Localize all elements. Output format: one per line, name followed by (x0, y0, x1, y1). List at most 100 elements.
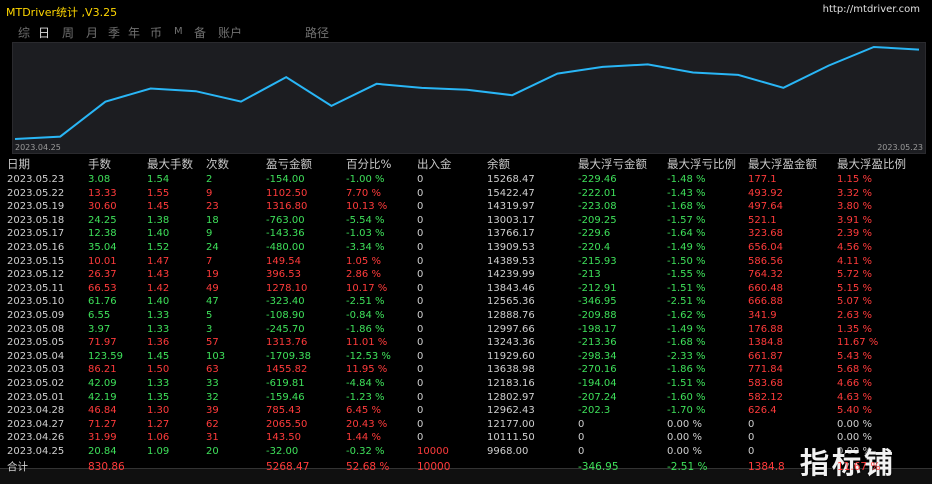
table-cell: 1.09 (147, 446, 170, 457)
x-axis-end-label: 2023.05.23 (877, 143, 923, 152)
table-cell: 2023.05.09 (7, 310, 65, 321)
table-cell: -1.00 % (346, 174, 385, 185)
table-cell: 0 (417, 296, 424, 308)
table-cell: 396.53 (266, 269, 301, 281)
table-row: 2023.05.17 12.38 1.40 9 -143.36 -1.03 % 0 13766… (0, 227, 932, 240)
table-cell: -4.84 % (346, 378, 385, 389)
tab-6[interactable]: 币 (150, 26, 163, 40)
table-cell: 1.35 % (837, 323, 872, 335)
column-header[interactable]: 最大浮盈金额 (748, 157, 817, 171)
column-header[interactable]: 次数 (206, 157, 229, 171)
table-cell: 63 (206, 364, 219, 376)
table-cell: 626.4 (748, 405, 777, 417)
table-cell: 13243.36 (487, 337, 535, 349)
table-cell: -298.34 (578, 350, 617, 362)
table-cell: 1.30 (147, 405, 170, 417)
table-cell: -12.53 % (346, 350, 391, 362)
table-cell: -1.23 % (346, 391, 385, 403)
tab-2[interactable]: 周 (62, 26, 75, 40)
table-cell: 2.39 % (837, 228, 872, 240)
table-cell: 18 (206, 214, 219, 226)
table-cell: 2065.50 (266, 418, 308, 430)
table-cell: -245.70 (266, 323, 305, 335)
column-header[interactable]: 最大浮亏金额 (578, 157, 647, 171)
summary-cell: 10000 (417, 460, 451, 473)
tab-9[interactable]: 账户 (218, 26, 243, 40)
table-cell: -2.33 % (667, 350, 706, 362)
table-cell: 2023.05.23 (7, 174, 65, 185)
table-cell: 14389.53 (487, 255, 535, 267)
tab-7[interactable]: M (174, 26, 183, 37)
table-cell: 12183.16 (487, 378, 535, 389)
table-cell: 2023.04.26 (7, 432, 65, 444)
table-cell: 0 (417, 228, 424, 240)
tab-3[interactable]: 月 (86, 26, 99, 40)
table-cell: 23 (206, 201, 219, 213)
column-header[interactable]: 出入金 (417, 157, 452, 171)
table-cell: -213 (578, 269, 601, 281)
table-cell: 1.33 (147, 378, 170, 389)
column-header[interactable]: 百分比% (346, 157, 392, 171)
summary-cell: 52.68 % (346, 460, 390, 473)
column-header[interactable]: 手数 (88, 157, 111, 171)
table-cell: 1.36 (147, 337, 170, 349)
table-cell: 12802.97 (487, 391, 535, 403)
column-header[interactable]: 最大浮盈比例 (837, 157, 906, 171)
table-cell: 1.44 % (346, 432, 381, 444)
table-cell: -220.4 (578, 242, 611, 253)
table-cell: 0 (417, 214, 424, 226)
tab-1[interactable]: 日 (38, 26, 51, 40)
table-cell: 5 (206, 310, 213, 321)
table-cell: 493.92 (748, 187, 783, 199)
tab-0[interactable]: 综 (18, 26, 31, 40)
table-cell: -1.51 % (667, 282, 706, 294)
tab-5[interactable]: 年 (128, 26, 141, 40)
table-cell: -194.04 (578, 378, 617, 389)
table-cell: 2023.05.03 (7, 364, 65, 376)
table-cell: 0 (417, 282, 424, 294)
table-row: 2023.05.12 26.37 1.43 19 396.53 2.86 % 0 14239.… (0, 268, 932, 281)
table-cell: 521.1 (748, 214, 777, 226)
table-cell: -763.00 (266, 214, 305, 226)
summary-row: 合计 830.86 5268.47 52.68 % 10000 -346.95 -2.51 … (0, 461, 932, 474)
tab-10[interactable]: 路径 (305, 26, 330, 40)
table-cell: 1.54 (147, 174, 170, 185)
table-cell: 143.50 (266, 432, 301, 444)
table-cell: 0 (417, 432, 424, 444)
table-cell: 11929.60 (487, 350, 535, 362)
table-cell: 0 (748, 432, 755, 444)
table-cell: 582.12 (748, 391, 783, 403)
table-cell: 149.54 (266, 255, 301, 267)
table-row: 2023.05.04 123.59 1.45 103 -1709.38 -12.53 % 0… (0, 350, 932, 363)
table-cell: -1.86 % (667, 364, 706, 376)
website-link[interactable]: http://mtdriver.com (822, 4, 920, 15)
table-cell: 1384.8 (748, 337, 783, 349)
table-cell: -1.49 % (667, 323, 706, 335)
table-cell: 6.55 (88, 310, 111, 321)
table-cell: 0 (748, 418, 755, 430)
table-cell: 2023.05.01 (7, 391, 65, 403)
column-header[interactable]: 最大浮亏比例 (667, 157, 736, 171)
table-cell: 2023.05.02 (7, 378, 65, 389)
table-cell: -207.24 (578, 391, 617, 403)
balance-chart: 2023.04.25 2023.05.23 (12, 42, 926, 154)
table-cell: 9 (206, 228, 213, 240)
column-header[interactable]: 盈亏金额 (266, 157, 312, 171)
tab-8[interactable]: 备 (194, 26, 207, 40)
table-cell: -1.68 % (667, 337, 706, 349)
column-header[interactable]: 最大手数 (147, 157, 193, 171)
table-cell: 323.68 (748, 228, 783, 240)
table-cell: 13909.53 (487, 242, 535, 253)
table-cell: 11.01 % (346, 337, 388, 349)
table-cell: 0 (417, 350, 424, 362)
column-header[interactable]: 余额 (487, 157, 510, 171)
tab-4[interactable]: 季 (108, 26, 121, 40)
table-cell: 2 (206, 174, 213, 185)
table-cell: 5.68 % (837, 364, 872, 376)
table-cell: 0 (417, 418, 424, 430)
table-cell: 42.19 (88, 391, 117, 403)
column-header[interactable]: 日期 (7, 157, 30, 171)
table-cell: 0 (417, 242, 424, 253)
table-cell: 2023.05.17 (7, 228, 65, 240)
table-cell: 5.72 % (837, 269, 872, 281)
